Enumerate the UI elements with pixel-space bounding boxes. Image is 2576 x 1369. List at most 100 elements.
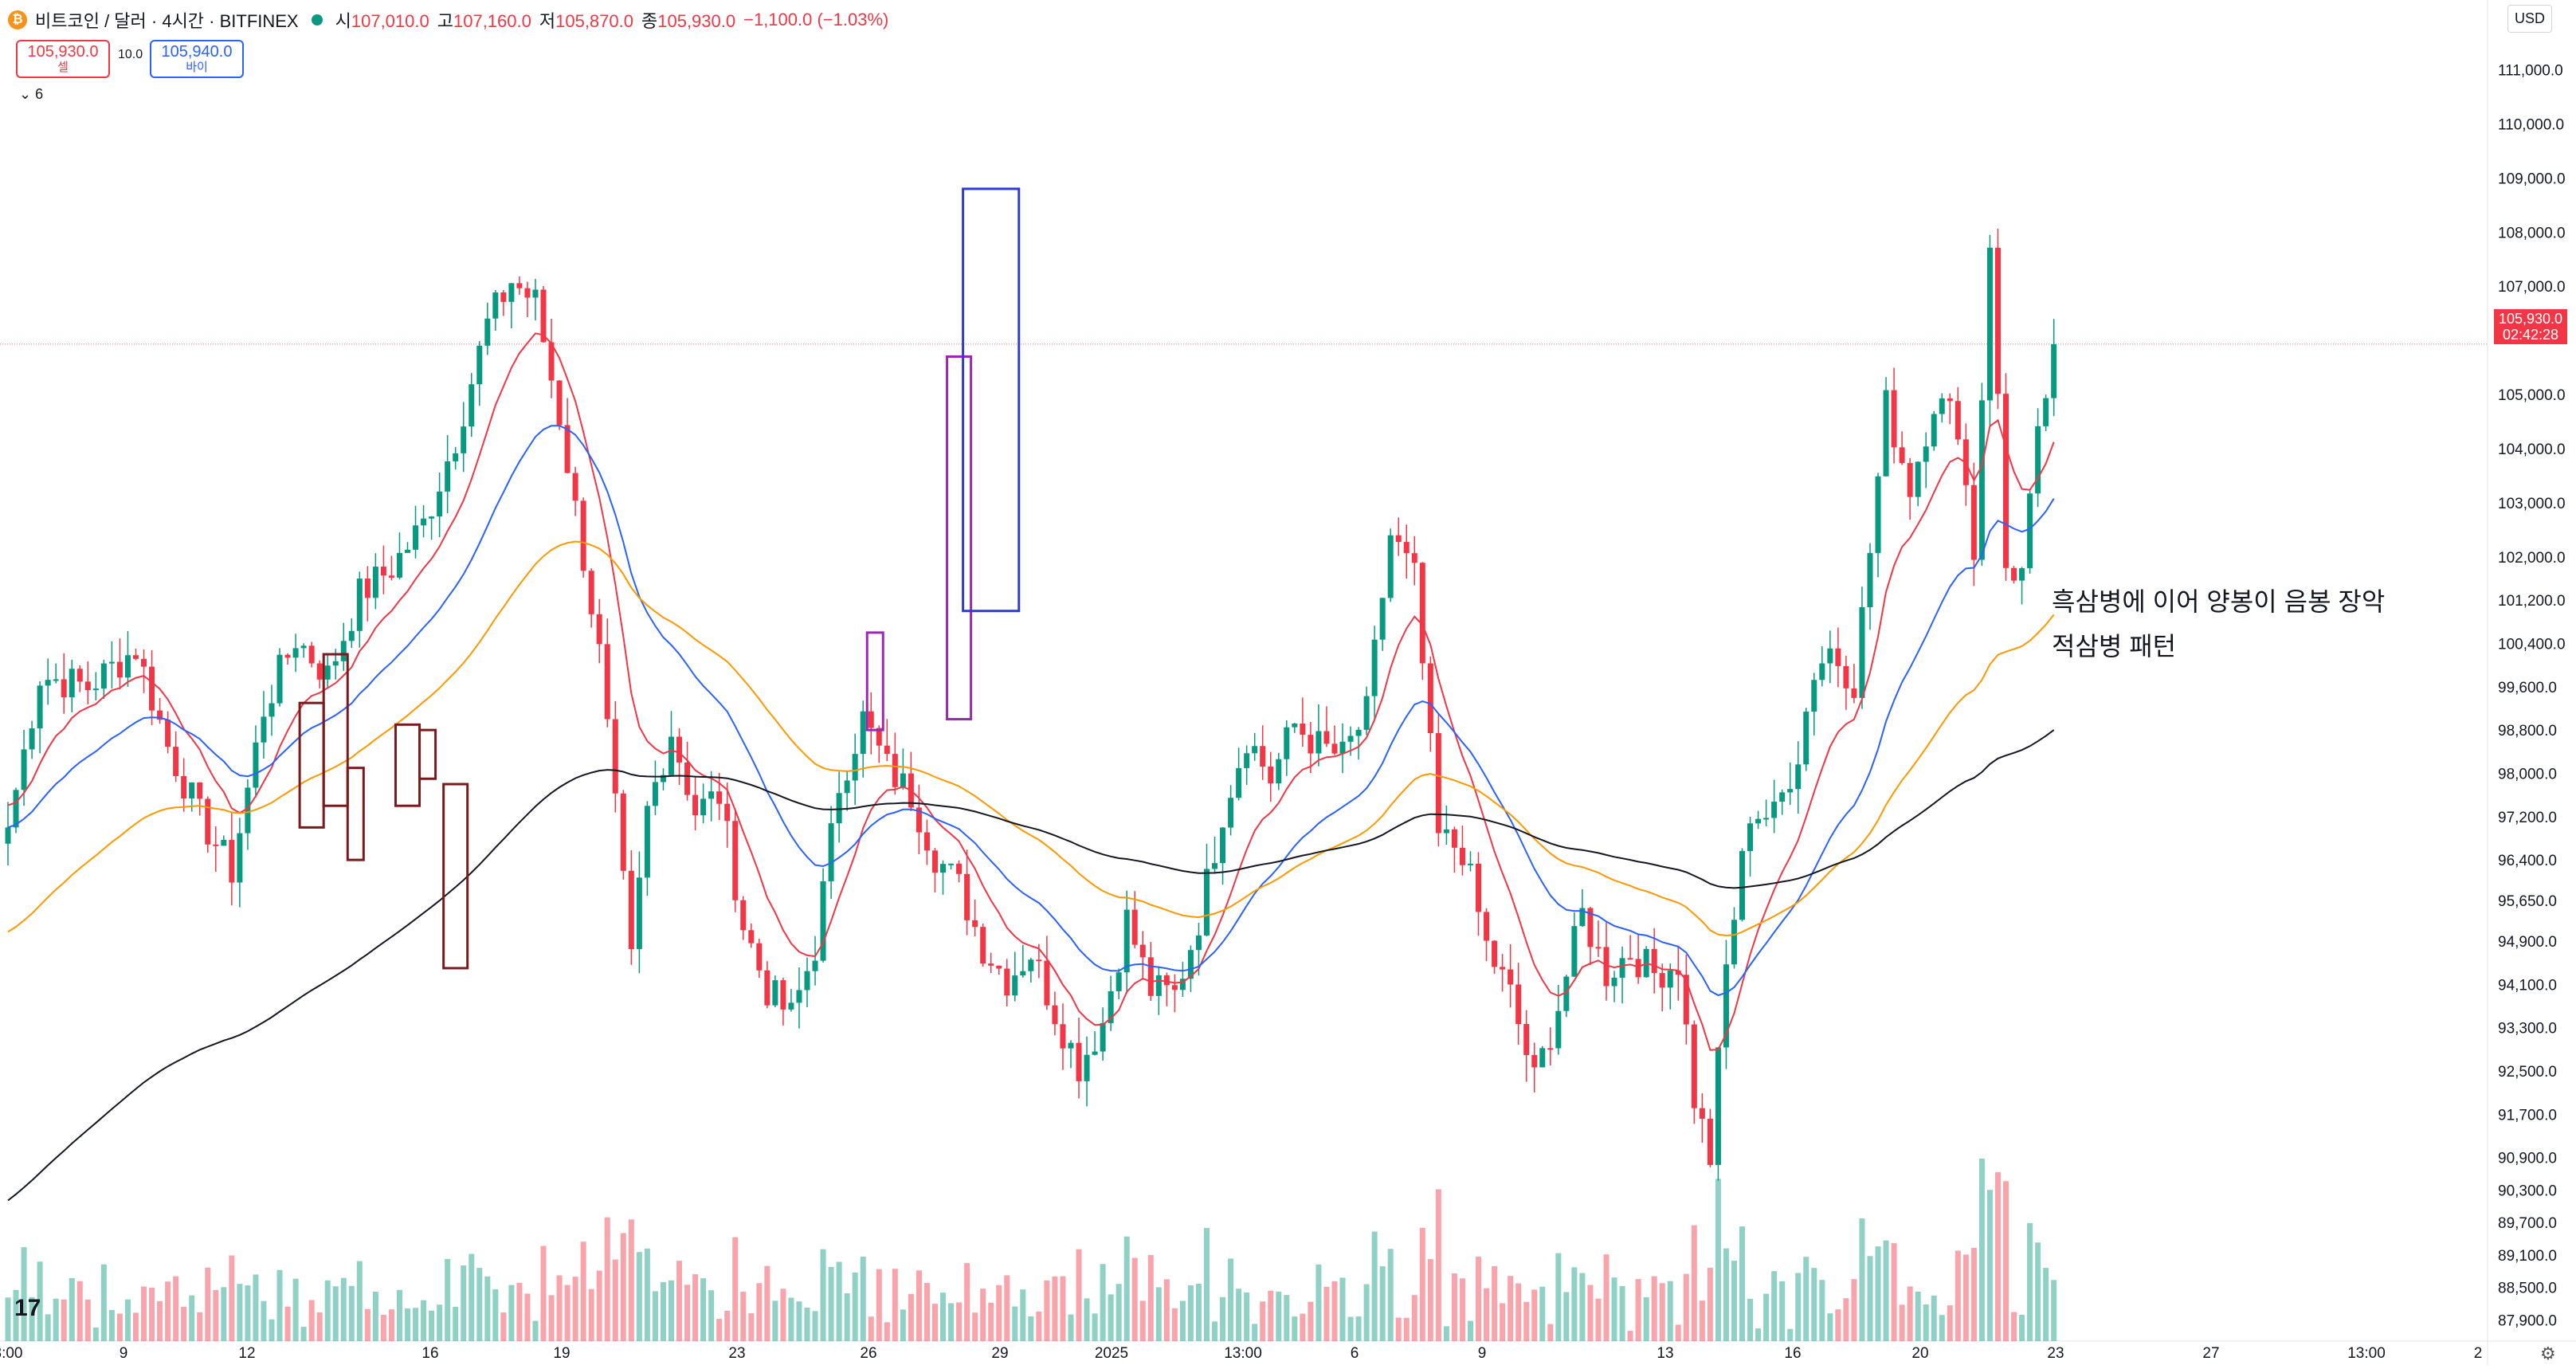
pattern-box bbox=[322, 653, 349, 807]
volume-bar bbox=[1803, 1257, 1809, 1341]
volume-bar bbox=[1220, 1296, 1226, 1341]
candle-body bbox=[1163, 975, 1170, 986]
candle-body bbox=[756, 943, 763, 971]
candle-body bbox=[1859, 607, 1865, 698]
volume-bar bbox=[748, 1312, 755, 1341]
indicator-count: 6 bbox=[35, 86, 44, 102]
candle-body bbox=[1675, 970, 1681, 975]
candle-body bbox=[604, 644, 610, 720]
candle-body bbox=[1715, 1047, 1721, 1165]
spread-value: 10.0 bbox=[118, 48, 143, 61]
ohlc-close: 종105,930.0 bbox=[641, 7, 735, 33]
volume-bar bbox=[660, 1282, 666, 1341]
volume-bar bbox=[1771, 1271, 1778, 1341]
candle-body bbox=[21, 749, 27, 790]
candle-body bbox=[644, 806, 650, 878]
candle-body bbox=[84, 681, 91, 691]
candle-body bbox=[1427, 663, 1433, 733]
candle-body bbox=[508, 283, 515, 302]
candle-body bbox=[1939, 398, 1945, 414]
candle-body bbox=[476, 345, 483, 385]
volume-bar bbox=[860, 1257, 866, 1341]
candle-body bbox=[421, 518, 427, 526]
volume-bar bbox=[1891, 1243, 1897, 1341]
candle-body bbox=[1315, 731, 1322, 754]
candle-body bbox=[437, 491, 443, 517]
candle-body bbox=[572, 473, 578, 501]
volume-bar bbox=[372, 1292, 378, 1341]
volume-bar bbox=[1108, 1294, 1114, 1341]
volume-bar bbox=[636, 1252, 642, 1341]
volume-bar bbox=[1675, 1324, 1681, 1341]
volume-bar bbox=[173, 1276, 179, 1341]
candle-body bbox=[868, 711, 874, 728]
volume-bar bbox=[1260, 1301, 1266, 1341]
indicator-toggle[interactable]: ⌄ 6 bbox=[19, 86, 43, 103]
candle-body bbox=[300, 645, 307, 649]
tradingview-logo[interactable]: 17 bbox=[14, 1295, 41, 1321]
volume-bar bbox=[1419, 1227, 1425, 1341]
volume-bar bbox=[76, 1281, 83, 1341]
volume-bar bbox=[1659, 1283, 1665, 1341]
currency-selector[interactable]: USD bbox=[2507, 5, 2552, 33]
symbol-title[interactable]: 비트코인 / 달러 · 4시간 · BITFINEX bbox=[35, 11, 299, 31]
candle-body bbox=[253, 742, 259, 788]
volume-bar bbox=[588, 1289, 594, 1341]
volume-bar bbox=[1411, 1295, 1417, 1341]
candle-body bbox=[588, 571, 594, 614]
candle-body bbox=[1492, 940, 1498, 967]
volume-bar bbox=[1308, 1301, 1314, 1341]
ohlc-close-value: 105,930.0 bbox=[657, 11, 736, 31]
candle-body bbox=[660, 775, 666, 783]
volume-bar bbox=[213, 1289, 219, 1341]
volume-bar bbox=[165, 1281, 171, 1341]
volume-bar bbox=[1867, 1256, 1873, 1341]
candle-body bbox=[461, 426, 467, 453]
candle-body bbox=[237, 833, 243, 883]
candle-body bbox=[740, 900, 747, 931]
candle-body bbox=[772, 980, 778, 1006]
volume-bar bbox=[1171, 1308, 1178, 1341]
volume-bar bbox=[108, 1310, 115, 1341]
volume-bar bbox=[940, 1293, 947, 1341]
candle-body bbox=[1994, 247, 2001, 394]
volume-bar bbox=[500, 1312, 507, 1341]
buy-label: 바이 bbox=[186, 61, 208, 74]
candle-body bbox=[1635, 959, 1641, 978]
pattern-box bbox=[346, 767, 365, 861]
volume-bar bbox=[1363, 1284, 1370, 1341]
volume-bar bbox=[53, 1298, 59, 1341]
candle-body bbox=[1228, 798, 1234, 828]
volume-bar bbox=[516, 1282, 523, 1341]
candle-body bbox=[1843, 665, 1849, 688]
time-axis-label: 9 bbox=[1478, 1345, 1487, 1362]
candle-body bbox=[540, 289, 547, 343]
volume-bar bbox=[1643, 1296, 1649, 1341]
volume-bar bbox=[1667, 1281, 1673, 1341]
volume-bar bbox=[1115, 1284, 1122, 1341]
candle-body bbox=[1363, 696, 1370, 730]
volume-bar bbox=[1811, 1268, 1817, 1341]
candle-body bbox=[205, 798, 211, 845]
volume-bar bbox=[205, 1267, 211, 1341]
candle-body bbox=[836, 793, 842, 824]
candle-body bbox=[1347, 735, 1354, 742]
candle-body bbox=[1308, 735, 1314, 754]
bar-countdown: 02:42:28 bbox=[2502, 327, 2559, 343]
candle-body bbox=[2011, 567, 2017, 581]
volume-bar bbox=[1252, 1324, 1258, 1341]
candle-body bbox=[1212, 863, 1218, 869]
volume-bar bbox=[1076, 1249, 1082, 1341]
candle-body bbox=[1395, 535, 1402, 543]
candle-body bbox=[76, 669, 83, 682]
volume-bar bbox=[413, 1308, 419, 1341]
sell-button[interactable]: 105,930.0 셀 bbox=[16, 40, 110, 78]
volume-bar bbox=[421, 1300, 427, 1341]
buy-button[interactable]: 105,940.0 바이 bbox=[150, 40, 244, 78]
candle-body bbox=[1435, 732, 1441, 834]
volume-bar bbox=[1315, 1264, 1322, 1341]
gear-icon[interactable]: ⚙ bbox=[2540, 1344, 2556, 1363]
volume-bar bbox=[324, 1280, 331, 1341]
